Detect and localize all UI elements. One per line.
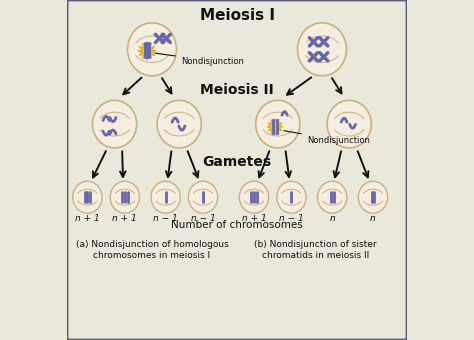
Polygon shape <box>267 119 283 135</box>
Text: n − 1: n − 1 <box>279 214 304 223</box>
Ellipse shape <box>157 100 201 148</box>
Text: n − 1: n − 1 <box>191 214 215 223</box>
Text: Number of chromosomes: Number of chromosomes <box>171 220 303 230</box>
Polygon shape <box>138 42 156 60</box>
Text: Gametes: Gametes <box>202 154 272 169</box>
Text: n: n <box>370 214 376 223</box>
Ellipse shape <box>92 100 137 148</box>
Ellipse shape <box>151 181 180 213</box>
Text: n + 1: n + 1 <box>75 214 100 223</box>
Text: Nondisjunction: Nondisjunction <box>155 53 244 66</box>
Ellipse shape <box>188 181 218 213</box>
Text: n + 1: n + 1 <box>242 214 266 223</box>
Text: n + 1: n + 1 <box>112 214 137 223</box>
Text: (a) Nondisjunction of homologous
chromosomes in meiosis I: (a) Nondisjunction of homologous chromos… <box>76 240 228 260</box>
Text: (b) Nondisjunction of sister
chromatids in meiosis II: (b) Nondisjunction of sister chromatids … <box>254 240 376 260</box>
Ellipse shape <box>298 23 346 76</box>
Ellipse shape <box>255 100 300 148</box>
Text: n: n <box>329 214 335 223</box>
Text: n − 1: n − 1 <box>153 214 178 223</box>
Ellipse shape <box>318 181 347 213</box>
Text: Meiosis I: Meiosis I <box>200 8 274 23</box>
Ellipse shape <box>327 100 371 148</box>
Ellipse shape <box>239 181 269 213</box>
Ellipse shape <box>110 181 139 213</box>
FancyBboxPatch shape <box>67 0 407 340</box>
Text: Meiosis II: Meiosis II <box>200 83 274 97</box>
Ellipse shape <box>128 23 176 76</box>
Ellipse shape <box>277 181 306 213</box>
Text: Nondisjunction: Nondisjunction <box>284 131 370 145</box>
Ellipse shape <box>358 181 388 213</box>
Ellipse shape <box>73 181 102 213</box>
